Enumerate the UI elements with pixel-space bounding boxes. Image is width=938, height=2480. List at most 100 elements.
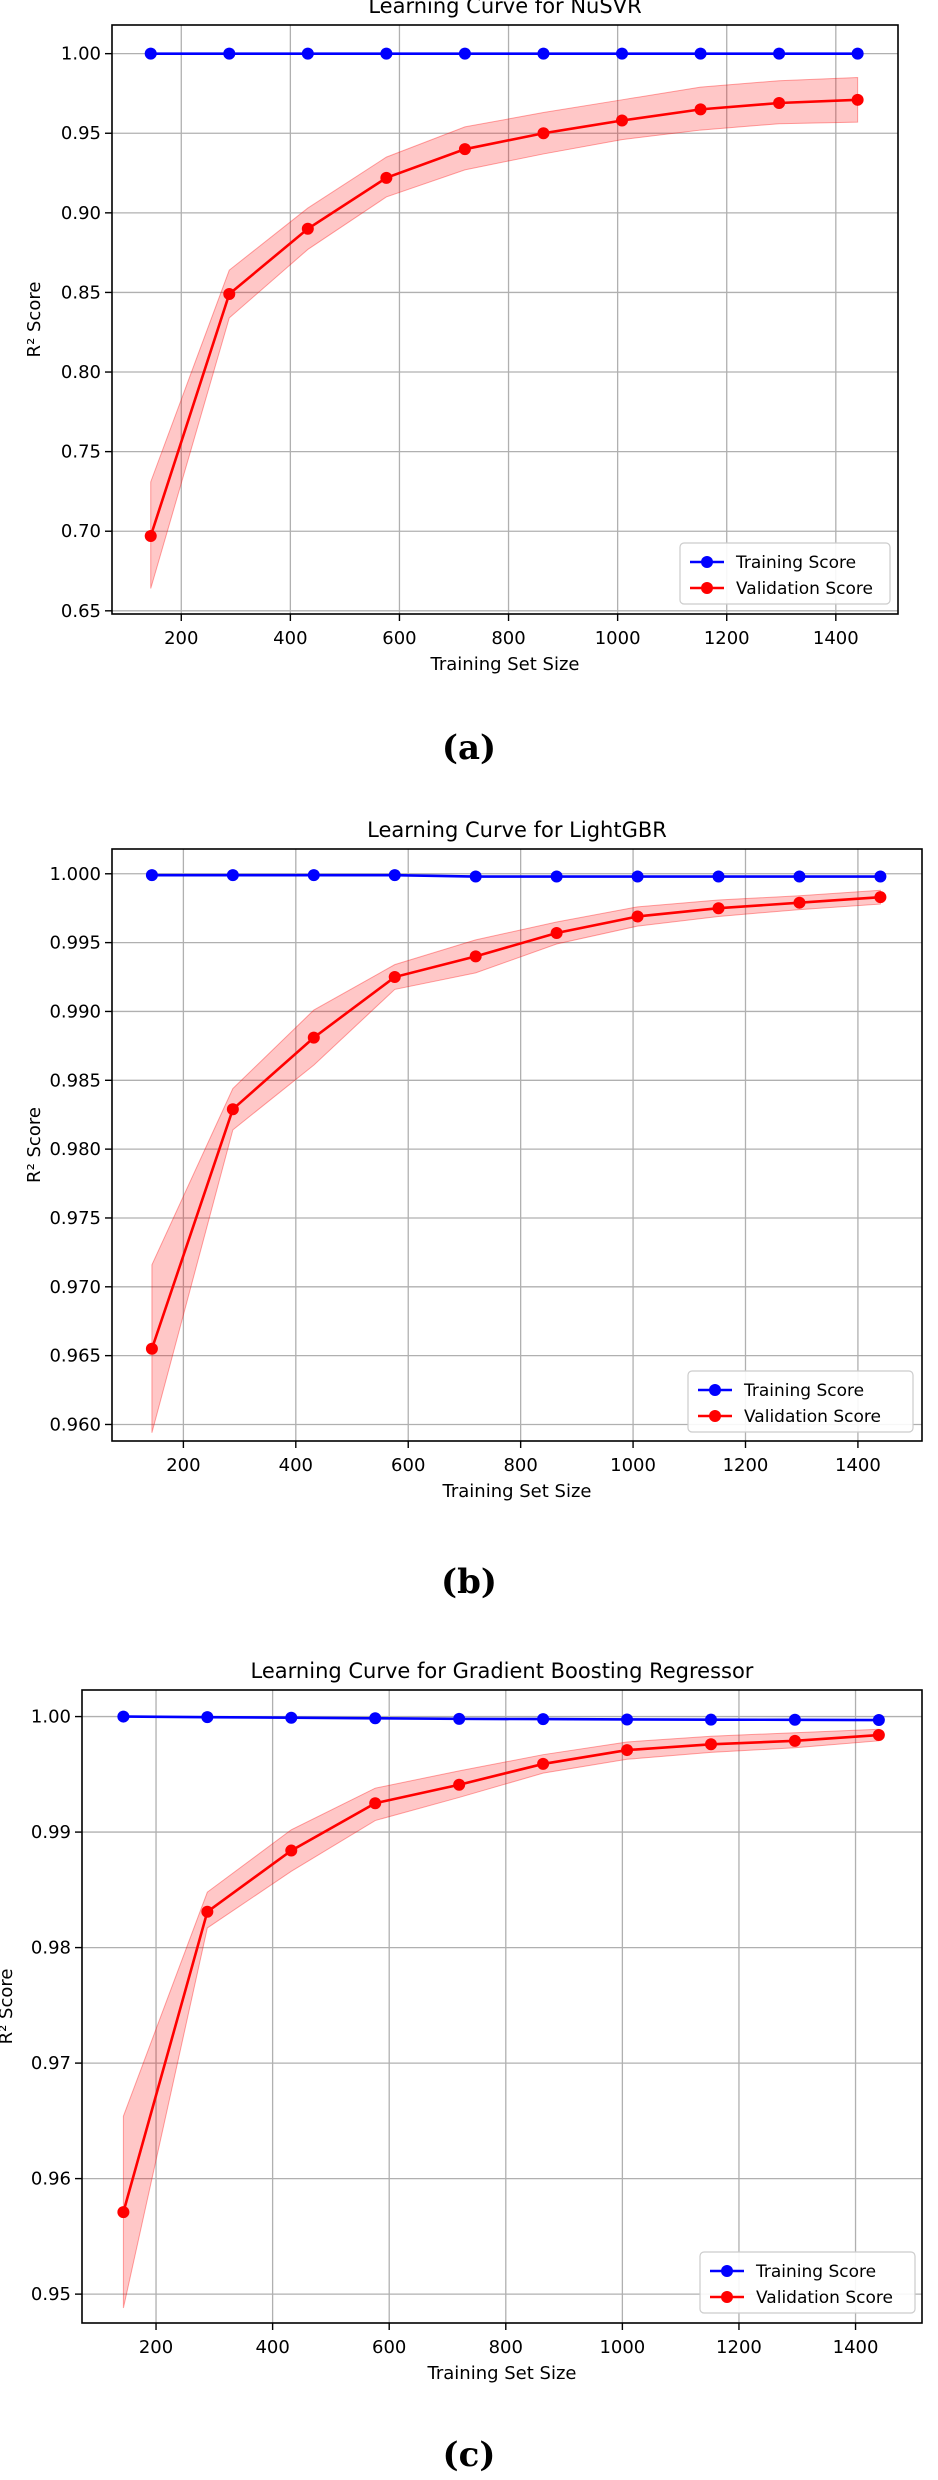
y-tick-label: 0.985	[49, 1070, 101, 1091]
y-axis-label: R² Score	[24, 282, 45, 358]
x-tick-label: 1400	[833, 2337, 879, 2358]
legend-box	[679, 542, 891, 605]
validation-score-band	[122, 1728, 880, 2309]
training-score-point	[694, 47, 707, 60]
legend: Training Score Validation Score	[699, 2251, 916, 2314]
y-tick-label: 0.980	[49, 1139, 101, 1160]
legend-entry-label: Validation Score	[744, 1407, 881, 1427]
validation-score-point	[621, 1744, 634, 1757]
chart-title: Learning Curve for LightGBR	[367, 818, 667, 842]
training-score-point	[285, 1711, 298, 1724]
plot-frame	[111, 848, 923, 1442]
y-tick-label: 0.98	[31, 1938, 71, 1959]
chart-title: Learning Curve for Gradient Boosting Reg…	[251, 1659, 754, 1683]
plot-frame	[81, 1689, 923, 2324]
training-score-point	[872, 1714, 885, 1727]
validation-score-line	[122, 1733, 879, 2213]
x-tick-label: 800	[503, 1455, 537, 1476]
y-tick-label: 0.95	[31, 2284, 71, 2305]
validation-score-point	[537, 127, 550, 140]
validation-score-point	[285, 1844, 298, 1857]
legend-entry-label: Training Score	[743, 1381, 864, 1401]
x-tick-label: 600	[391, 1455, 425, 1476]
training-score-point	[469, 870, 482, 883]
training-score-point	[388, 869, 401, 882]
legend-box	[699, 2251, 916, 2314]
training-score-point	[874, 870, 887, 883]
legend-box	[687, 1370, 914, 1433]
legend-entry-label: Validation Score	[756, 2288, 893, 2308]
validation-score-point	[226, 1103, 239, 1116]
x-tick-label: 800	[489, 2337, 523, 2358]
training-score-point	[616, 47, 628, 60]
validation-score-point	[704, 1738, 717, 1751]
training-score-point	[369, 1712, 382, 1725]
training-score-point	[201, 1711, 214, 1724]
validation-score-line	[149, 98, 858, 537]
validation-score-point	[144, 529, 157, 542]
legend: Training Score Validation Score	[679, 542, 891, 605]
training-score-point	[453, 1712, 466, 1725]
caption-b: (b)	[441, 1562, 497, 1602]
legend-swatch-marker	[721, 2291, 733, 2303]
x-tick-label: 600	[382, 628, 416, 649]
training-score-point	[117, 1710, 130, 1723]
validation-score-point	[631, 910, 644, 923]
legend-swatch-marker	[721, 2265, 733, 2277]
validation-score-point	[388, 971, 401, 984]
chart-title: Learning Curve for NuSVR	[368, 0, 641, 18]
x-tick-label: 800	[491, 628, 525, 649]
validation-score-point	[201, 1905, 214, 1918]
validation-score-point	[874, 891, 887, 904]
validation-score-point	[793, 896, 806, 909]
training-score-line	[123, 1715, 879, 1722]
validation-score-point	[369, 1797, 382, 1810]
validation-score-point	[380, 171, 393, 184]
x-tick-label: 200	[139, 2337, 173, 2358]
validation-score-point	[307, 1031, 320, 1044]
training-score-point	[223, 47, 236, 60]
legend: Training Score Validation Score	[687, 1370, 914, 1433]
legend-entry-label: Validation Score	[736, 579, 873, 599]
training-score-point	[145, 869, 158, 882]
validation-score-point	[458, 143, 471, 156]
x-tick-label: 1000	[599, 2337, 645, 2358]
training-score-point	[704, 1713, 717, 1726]
y-tick-label: 0.970	[49, 1277, 101, 1298]
training-score-point	[712, 870, 725, 883]
x-tick-label: 600	[372, 2337, 406, 2358]
training-score-point	[773, 47, 786, 60]
y-tick-label: 0.975	[49, 1208, 101, 1229]
validation-score-point	[145, 1342, 158, 1355]
y-tick-label: 0.65	[61, 601, 101, 622]
validation-score-band	[151, 889, 881, 1433]
x-tick-label: 1200	[704, 628, 750, 649]
y-tick-label: 1.00	[31, 1707, 71, 1728]
plot-frame	[111, 24, 899, 615]
validation-score-point	[872, 1729, 885, 1742]
y-tick-label: 0.90	[61, 203, 101, 224]
x-tick-label: 200	[164, 628, 198, 649]
x-axis-label: Training Set Size	[427, 2363, 577, 2384]
validation-score-point	[851, 93, 864, 106]
training-score-line	[151, 873, 881, 878]
validation-score-band	[150, 77, 859, 589]
training-score-point	[631, 870, 644, 883]
legend-swatch-marker	[701, 582, 713, 594]
x-tick-label: 400	[273, 628, 307, 649]
validation-score-point	[537, 1757, 550, 1770]
y-tick-label: 0.99	[31, 1822, 71, 1843]
training-score-point	[788, 1713, 801, 1726]
validation-score-line	[150, 895, 881, 1350]
training-score-point	[537, 1713, 550, 1726]
training-score-point	[537, 47, 550, 60]
training-score-point	[793, 870, 806, 883]
y-tick-label: 0.96	[31, 2169, 71, 2190]
validation-score-point	[616, 114, 628, 127]
y-tick-label: 0.960	[49, 1414, 101, 1435]
validation-score-point	[773, 97, 786, 110]
caption-a: (a)	[441, 728, 497, 768]
validation-score-point	[712, 902, 725, 915]
x-tick-label: 400	[255, 2337, 289, 2358]
x-tick-label: 1000	[595, 628, 641, 649]
